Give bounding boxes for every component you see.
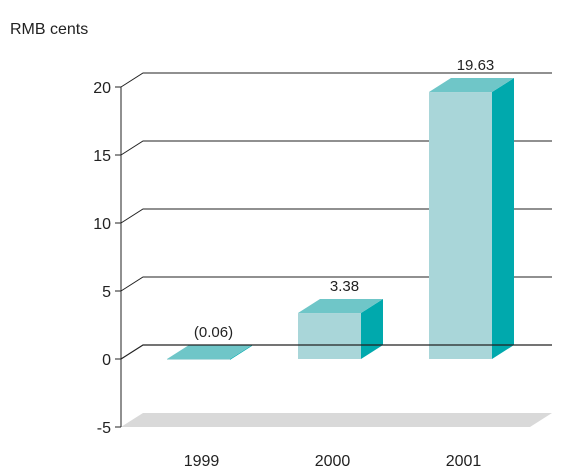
zero-baseline-line	[120, 344, 552, 360]
y-tick-label: 5	[102, 284, 111, 301]
data-label: (0.06)	[194, 324, 233, 341]
data-labels: (0.06) 3.38 19.63	[194, 57, 494, 341]
bar-2000	[298, 299, 383, 359]
bar-front-face	[429, 92, 492, 360]
bar-side-face	[230, 345, 252, 360]
chart-floor	[121, 413, 552, 427]
gridline	[120, 72, 552, 88]
y-tick-label: 20	[93, 80, 111, 97]
bar-top-face	[298, 299, 383, 314]
y-axis-ticks: -5 0 5 10 15 20	[93, 80, 122, 437]
gridline	[120, 276, 552, 292]
y-tick-label: 10	[93, 216, 111, 233]
data-label: 19.63	[457, 57, 495, 74]
bar-2001	[429, 78, 514, 360]
x-axis-labels: 1999 2000 2001	[184, 453, 482, 468]
zero-baseline	[120, 344, 552, 360]
y-axis-unit-label: RMB cents	[10, 21, 88, 38]
bar-top-face	[429, 78, 514, 93]
data-label: 3.38	[330, 278, 359, 295]
gridlines	[120, 72, 552, 292]
y-tick-label: -5	[97, 420, 111, 437]
x-tick-label: 1999	[184, 453, 220, 468]
bars	[167, 78, 514, 360]
x-tick-label: 2001	[446, 453, 482, 468]
bar-side-face	[492, 78, 514, 360]
x-tick-label: 2000	[315, 453, 351, 468]
gridline	[120, 140, 552, 156]
gridline	[120, 208, 552, 224]
y-tick-label: 0	[102, 352, 111, 369]
y-tick-label: 15	[93, 148, 111, 165]
bar-side-face	[361, 299, 383, 359]
bar-front-face	[298, 313, 361, 359]
bar-top-face	[167, 345, 252, 359]
bar-front-face	[167, 359, 230, 360]
bar-1999	[167, 345, 252, 360]
